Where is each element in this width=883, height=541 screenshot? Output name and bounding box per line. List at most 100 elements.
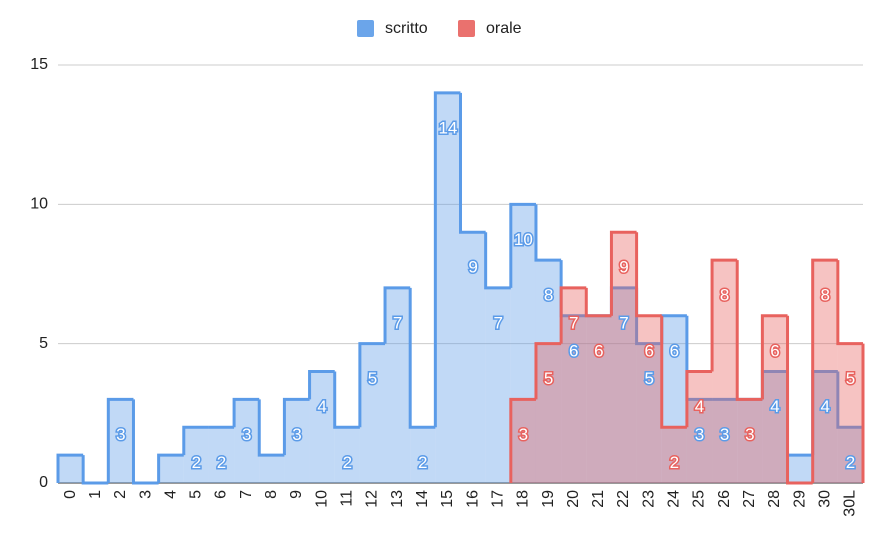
value-label: 3 bbox=[695, 425, 704, 444]
step-line bbox=[509, 397, 536, 483]
value-label: 2 bbox=[418, 453, 427, 472]
value-label: 5 bbox=[846, 369, 855, 388]
x-tick-label: 30 bbox=[816, 490, 833, 508]
step-area bbox=[535, 343, 562, 483]
step-area bbox=[611, 287, 637, 483]
step-area bbox=[309, 371, 335, 483]
step-line bbox=[760, 314, 788, 400]
x-tick-label: 15 bbox=[439, 490, 456, 508]
step-area bbox=[359, 343, 386, 483]
x-tick-label: 12 bbox=[364, 490, 381, 508]
x-tick-label: 8 bbox=[263, 490, 280, 499]
step-line bbox=[786, 371, 813, 457]
step-line bbox=[735, 260, 763, 401]
value-label: 9 bbox=[468, 258, 477, 277]
step-line bbox=[811, 258, 838, 483]
step-area bbox=[108, 399, 134, 483]
step-line bbox=[333, 371, 360, 429]
value-label: 3 bbox=[116, 425, 125, 444]
step-line bbox=[559, 286, 587, 344]
step-line bbox=[609, 230, 637, 316]
value-label: 7 bbox=[494, 313, 503, 332]
value-label: 5 bbox=[368, 369, 377, 388]
legend-swatch bbox=[357, 20, 374, 37]
step-line bbox=[484, 232, 511, 290]
x-tick-label: 26 bbox=[716, 490, 733, 508]
step-line bbox=[157, 453, 184, 483]
step-line bbox=[710, 258, 738, 372]
step-area bbox=[712, 399, 738, 483]
value-label: 6 bbox=[594, 341, 603, 360]
step-line bbox=[660, 315, 687, 429]
step-area bbox=[259, 455, 285, 483]
value-label: 6 bbox=[644, 341, 653, 360]
step-area bbox=[485, 287, 511, 483]
y-tick-label: 0 bbox=[39, 474, 48, 491]
step-line bbox=[308, 370, 335, 400]
step-area bbox=[837, 427, 863, 483]
step-area bbox=[812, 260, 838, 483]
value-label: 2 bbox=[217, 453, 226, 472]
x-tick-label: 23 bbox=[640, 490, 657, 508]
value-label: 14 bbox=[438, 118, 457, 137]
step-area bbox=[460, 232, 486, 483]
x-tick-label: 11 bbox=[339, 490, 356, 507]
step-line bbox=[836, 260, 863, 346]
x-tick-label: 16 bbox=[464, 490, 481, 508]
value-label: 4 bbox=[695, 397, 704, 416]
series-0 bbox=[56, 91, 865, 485]
step-area bbox=[636, 315, 662, 483]
step-line bbox=[836, 371, 863, 429]
series-1 bbox=[509, 230, 865, 485]
step-area bbox=[234, 399, 260, 483]
step-line bbox=[232, 397, 260, 428]
x-tick-label: 13 bbox=[389, 490, 406, 508]
value-label: 3 bbox=[745, 425, 754, 444]
x-tick-label: 24 bbox=[666, 490, 683, 508]
step-area bbox=[284, 399, 310, 483]
x-tick-label: 10 bbox=[313, 490, 330, 508]
value-label: 3 bbox=[292, 425, 301, 444]
step-line bbox=[509, 202, 536, 288]
value-label: 7 bbox=[619, 313, 628, 332]
value-label: 5 bbox=[644, 369, 653, 388]
x-tick-label: 25 bbox=[691, 490, 708, 508]
step-area bbox=[787, 455, 813, 483]
step-area bbox=[410, 427, 436, 483]
step-area bbox=[686, 399, 713, 483]
step-line bbox=[358, 342, 386, 428]
step-area bbox=[812, 371, 838, 483]
legend-label: orale bbox=[486, 20, 522, 37]
legend-swatch bbox=[458, 20, 475, 37]
step-line bbox=[257, 399, 285, 457]
value-label: 3 bbox=[720, 425, 729, 444]
legend-label: scritto bbox=[385, 20, 428, 37]
step-area bbox=[561, 315, 587, 483]
step-area bbox=[510, 204, 536, 484]
x-tick-label: 29 bbox=[791, 490, 808, 508]
step-area bbox=[737, 399, 763, 483]
step-line bbox=[106, 397, 134, 483]
step-area bbox=[737, 399, 763, 483]
step-area bbox=[762, 315, 788, 483]
value-label: 3 bbox=[519, 425, 528, 444]
x-tick-label: 5 bbox=[188, 490, 205, 499]
step-line bbox=[81, 455, 109, 485]
step-line bbox=[534, 204, 562, 262]
step-line bbox=[56, 453, 84, 483]
x-tick-label: 20 bbox=[565, 490, 582, 508]
step-line bbox=[383, 286, 411, 344]
step-line bbox=[182, 425, 209, 456]
x-tick-label: 4 bbox=[162, 490, 179, 499]
value-label: 3 bbox=[242, 425, 251, 444]
value-label: 8 bbox=[544, 286, 553, 305]
x-tick-label: 3 bbox=[137, 490, 154, 499]
step-area bbox=[334, 427, 360, 483]
value-label: 7 bbox=[569, 313, 578, 332]
x-tick-label: 17 bbox=[489, 490, 506, 508]
value-label: 6 bbox=[569, 341, 578, 360]
step-line bbox=[534, 342, 562, 400]
value-label: 8 bbox=[720, 286, 729, 305]
x-tick-label: 0 bbox=[62, 490, 79, 499]
